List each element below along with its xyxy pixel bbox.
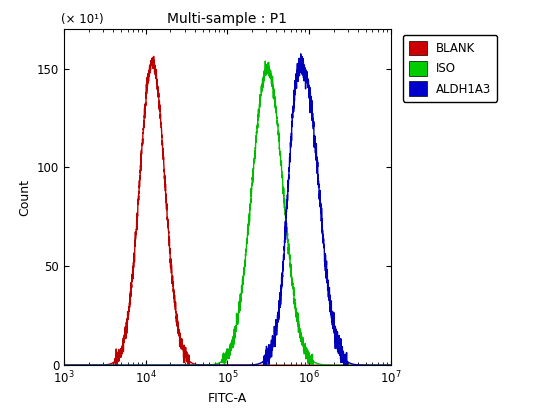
Title: Multi-sample : P1: Multi-sample : P1 (167, 12, 287, 27)
Y-axis label: Count: Count (19, 178, 32, 216)
X-axis label: FITC-A: FITC-A (208, 392, 247, 405)
Legend: BLANK, ISO, ALDH1A3: BLANK, ISO, ALDH1A3 (403, 35, 497, 102)
Text: (× 10¹): (× 10¹) (61, 13, 104, 26)
